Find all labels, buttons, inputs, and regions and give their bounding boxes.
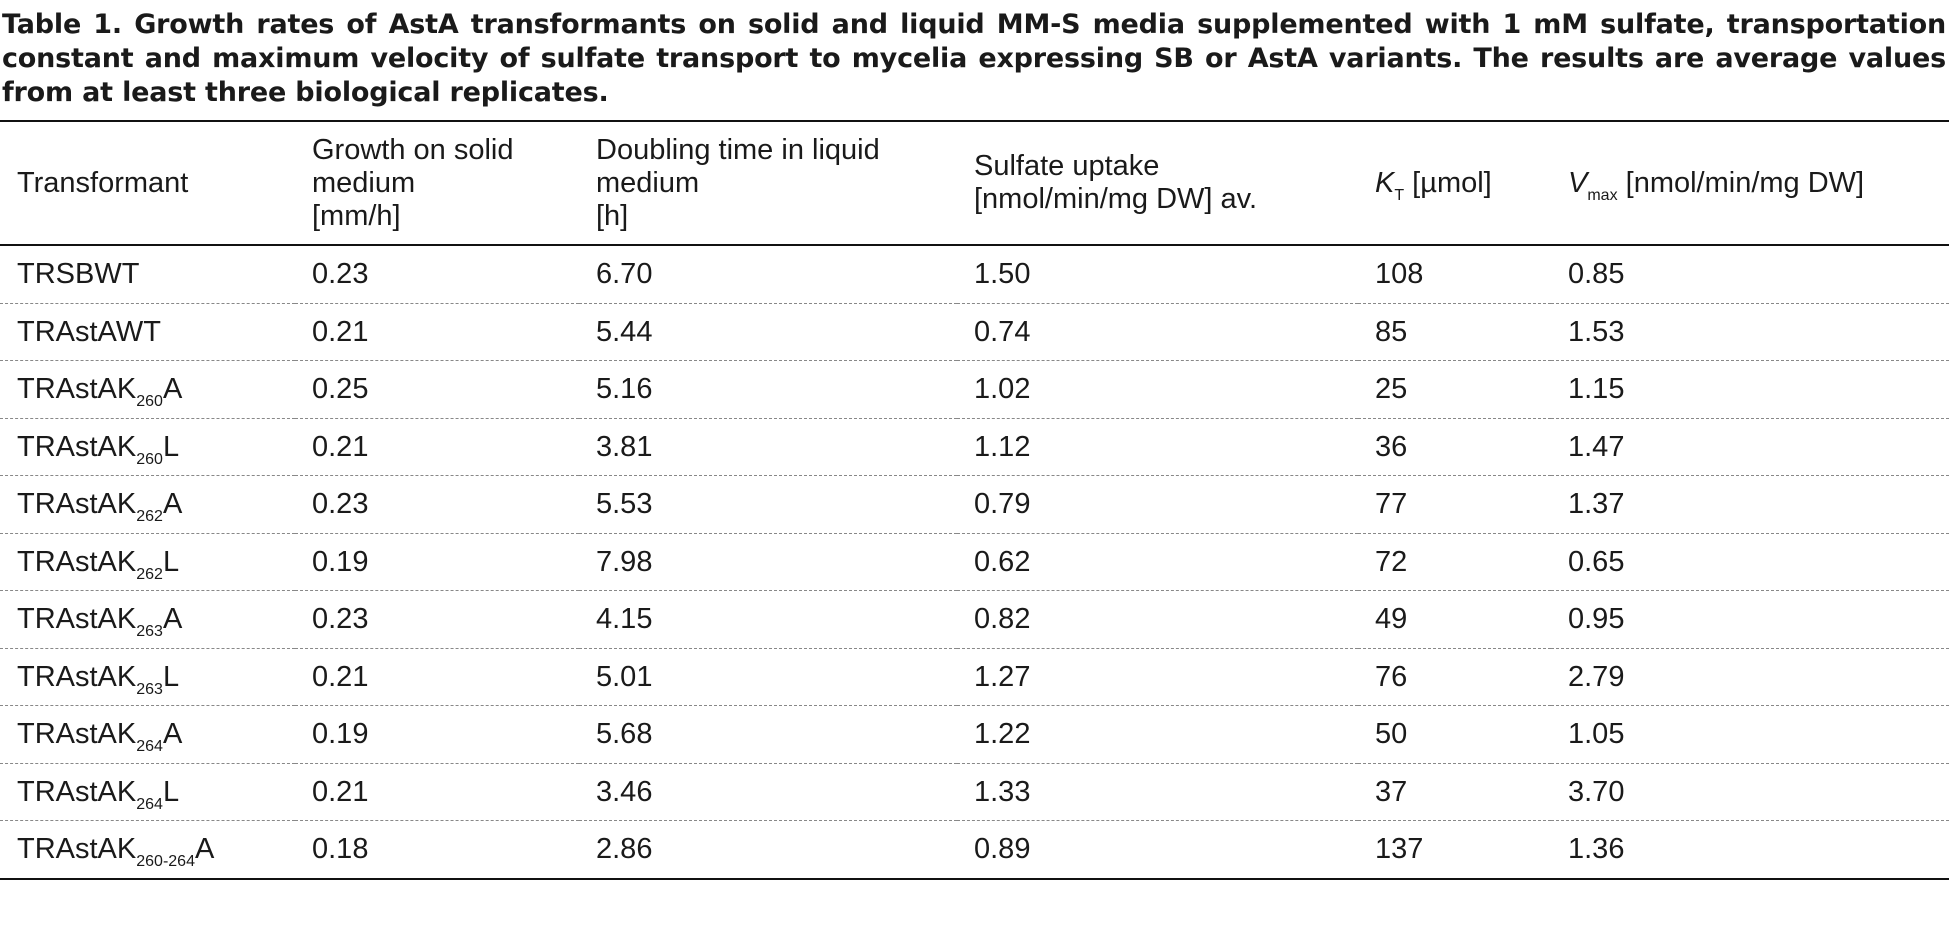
cell-sulfate-uptake: 1.33 [974, 775, 1031, 808]
cell-growth-solid: 0.23 [312, 603, 369, 636]
cell-doubling-time: 3.46 [596, 775, 653, 808]
cell-kt: 85 [1375, 315, 1408, 348]
cell-sulfate-uptake: 0.74 [974, 315, 1031, 348]
cell-growth-solid: 0.19 [312, 718, 369, 751]
cell-vmax: 0.95 [1568, 603, 1625, 636]
cell-growth-solid: 0.23 [312, 488, 369, 521]
table-row: TRSBWT 0.23 6.70 1.50 108 0.85 [0, 245, 1949, 303]
cell-transformant: TRAstAK260L [17, 430, 180, 468]
cell-transformant: TRAstAK262A [17, 488, 183, 526]
cell-kt: 137 [1375, 833, 1424, 866]
cell-doubling-time: 6.70 [596, 258, 653, 291]
cell-vmax: 1.37 [1568, 488, 1625, 521]
cell-doubling-time: 5.53 [596, 488, 653, 521]
cell-vmax: 0.85 [1568, 258, 1625, 291]
header-kt: KT [µmol] [1375, 166, 1492, 204]
cell-doubling-time: 5.68 [596, 718, 653, 751]
header-vmax: Vmax [nmol/min/mg DW] [1568, 166, 1865, 204]
cell-sulfate-uptake: 1.02 [974, 373, 1031, 406]
cell-vmax: 1.15 [1568, 373, 1625, 406]
table-header: Transformant Growth on solid medium [mm/… [0, 121, 1949, 245]
table-row: TRAstAWT 0.21 5.44 0.74 85 1.53 [0, 303, 1949, 361]
cell-sulfate-uptake: 0.62 [974, 545, 1031, 578]
header-sulfate-uptake: Sulfate uptake [nmol/min/mg DW] av. [974, 150, 1258, 215]
cell-sulfate-uptake: 0.79 [974, 488, 1031, 521]
table-row: TRAstAK260-264A 0.18 2.86 0.89 137 1.36 [0, 821, 1949, 879]
header-transformant: Transformant [17, 166, 189, 199]
table-row: TRAstAK264A 0.19 5.68 1.22 50 1.05 [0, 706, 1949, 763]
cell-vmax: 1.05 [1568, 718, 1625, 751]
table-row: TRAstAK260L 0.21 3.81 1.12 36 1.47 [0, 418, 1949, 476]
cell-kt: 77 [1375, 488, 1408, 521]
cell-vmax: 1.36 [1568, 833, 1625, 866]
cell-transformant: TRSBWT [17, 258, 140, 291]
cell-kt: 76 [1375, 660, 1408, 693]
cell-kt: 37 [1375, 775, 1408, 808]
table-row: TRAstAK262A 0.23 5.53 0.79 77 1.37 [0, 476, 1949, 533]
header-doubling-time: Doubling time in liquid medium [h] [596, 133, 880, 232]
cell-transformant: TRAstAWT [17, 315, 161, 348]
cell-doubling-time: 4.15 [596, 603, 653, 636]
cell-growth-solid: 0.21 [312, 775, 369, 808]
cell-transformant: TRAstAK263L [17, 660, 180, 698]
cell-growth-solid: 0.21 [312, 660, 369, 693]
cell-vmax: 3.70 [1568, 775, 1625, 808]
cell-vmax: 2.79 [1568, 660, 1625, 693]
cell-vmax: 1.53 [1568, 315, 1625, 348]
cell-doubling-time: 5.16 [596, 373, 653, 406]
data-table-container: Transformant Growth on solid medium [mm/… [0, 120, 1949, 880]
cell-growth-solid: 0.21 [312, 430, 369, 463]
cell-vmax: 0.65 [1568, 545, 1625, 578]
cell-doubling-time: 2.86 [596, 833, 653, 866]
table-row: TRAstAK264L 0.21 3.46 1.33 37 3.70 [0, 763, 1949, 821]
cell-transformant: TRAstAK262L [17, 545, 180, 583]
cell-sulfate-uptake: 0.89 [974, 833, 1031, 866]
cell-sulfate-uptake: 1.12 [974, 430, 1031, 463]
table-caption: Table 1. Growth rates of AstA transforma… [2, 9, 1946, 108]
cell-growth-solid: 0.18 [312, 833, 369, 866]
cell-kt: 72 [1375, 545, 1408, 578]
cell-doubling-time: 3.81 [596, 430, 653, 463]
table-body: TRSBWT 0.23 6.70 1.50 108 0.85 TRAstAWT 0.21 5.4… [0, 245, 1949, 879]
cell-growth-solid: 0.23 [312, 258, 369, 291]
header-growth-solid: Growth on solid medium [mm/h] [312, 133, 514, 232]
cell-doubling-time: 5.44 [596, 315, 653, 348]
growth-rates-table: Transformant Growth on solid medium [mm/… [0, 120, 1949, 880]
header-row: Transformant Growth on solid medium [mm/… [0, 121, 1949, 245]
table-row: TRAstAK263A 0.23 4.15 0.82 49 0.95 [0, 591, 1949, 648]
table-row: TRAstAK262L 0.19 7.98 0.62 72 0.65 [0, 533, 1949, 591]
cell-transformant: TRAstAK264L [17, 775, 180, 813]
cell-growth-solid: 0.25 [312, 373, 369, 406]
cell-kt: 25 [1375, 373, 1408, 406]
cell-kt: 36 [1375, 430, 1408, 463]
cell-transformant: TRAstAK260-264A [17, 833, 215, 871]
cell-sulfate-uptake: 1.27 [974, 660, 1031, 693]
cell-doubling-time: 5.01 [596, 660, 653, 693]
cell-vmax: 1.47 [1568, 430, 1625, 463]
cell-kt: 49 [1375, 603, 1408, 636]
cell-sulfate-uptake: 1.50 [974, 258, 1031, 291]
table-row: TRAstAK260A 0.25 5.16 1.02 25 1.15 [0, 361, 1949, 418]
cell-growth-solid: 0.21 [312, 315, 369, 348]
cell-kt: 108 [1375, 258, 1424, 291]
cell-doubling-time: 7.98 [596, 545, 653, 578]
cell-kt: 50 [1375, 718, 1408, 751]
cell-sulfate-uptake: 1.22 [974, 718, 1031, 751]
cell-growth-solid: 0.19 [312, 545, 369, 578]
cell-transformant: TRAstAK263A [17, 603, 183, 641]
cell-sulfate-uptake: 0.82 [974, 603, 1031, 636]
cell-transformant: TRAstAK260A [17, 373, 183, 411]
cell-transformant: TRAstAK264A [17, 718, 183, 756]
table-row: TRAstAK263L 0.21 5.01 1.27 76 2.79 [0, 648, 1949, 706]
